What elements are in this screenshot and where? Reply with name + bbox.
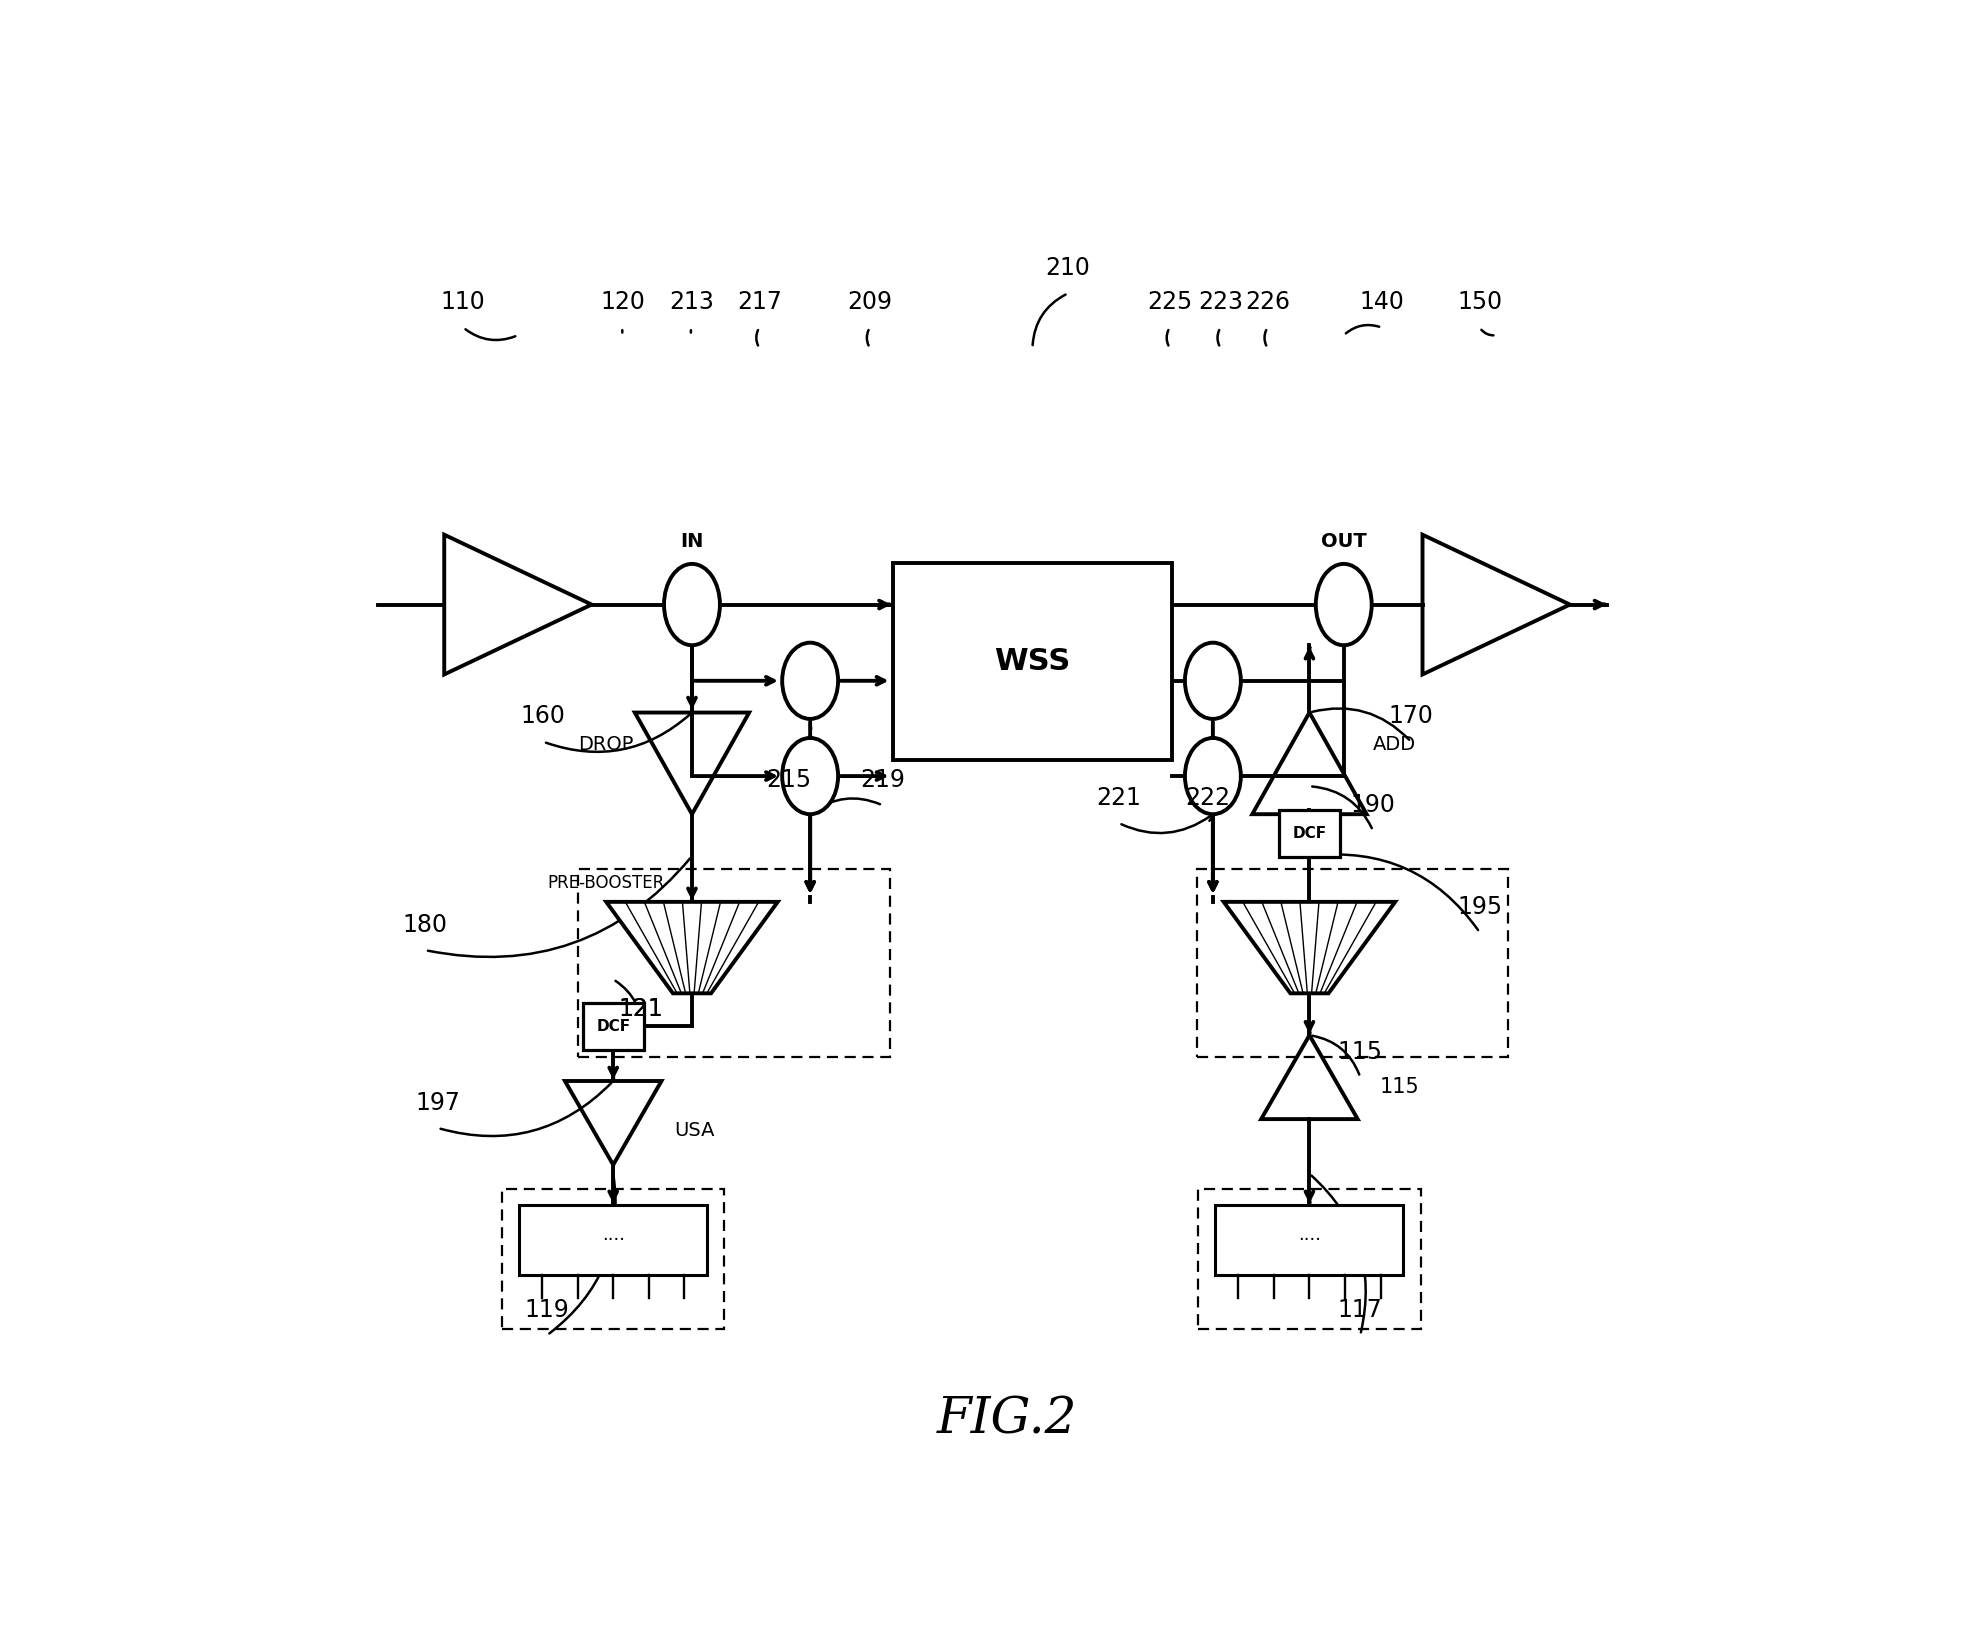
Text: 221: 221 <box>1096 785 1141 810</box>
Text: 226: 226 <box>1245 290 1288 314</box>
Text: PRE-BOOSTER: PRE-BOOSTER <box>546 874 664 891</box>
Text: 150: 150 <box>1457 290 1502 314</box>
Text: 117: 117 <box>1337 1297 1383 1322</box>
Text: DROP: DROP <box>577 734 632 754</box>
Text: ....: .... <box>1298 1226 1320 1244</box>
Text: 110: 110 <box>440 290 485 314</box>
Text: DCF: DCF <box>595 1018 630 1035</box>
Text: ⋮: ⋮ <box>795 714 823 743</box>
Text: DCF: DCF <box>1292 825 1326 842</box>
Text: ADD: ADD <box>1373 734 1416 754</box>
Text: 225: 225 <box>1147 290 1192 314</box>
FancyBboxPatch shape <box>892 563 1173 761</box>
Text: 160: 160 <box>520 705 566 728</box>
Text: 215: 215 <box>766 767 811 792</box>
Text: FIG.2: FIG.2 <box>937 1396 1076 1445</box>
Text: 120: 120 <box>601 290 646 314</box>
Text: USA: USA <box>674 1120 715 1140</box>
Text: 170: 170 <box>1389 705 1434 728</box>
Text: WSS: WSS <box>994 647 1070 676</box>
Ellipse shape <box>664 564 719 645</box>
Text: 121: 121 <box>619 997 664 1021</box>
Ellipse shape <box>1184 738 1239 813</box>
Text: 222: 222 <box>1184 785 1229 810</box>
Text: ....: .... <box>601 1226 625 1244</box>
FancyBboxPatch shape <box>518 1204 707 1275</box>
Text: 115: 115 <box>1337 1040 1383 1064</box>
FancyBboxPatch shape <box>1216 1204 1402 1275</box>
Text: 213: 213 <box>670 290 715 314</box>
Text: 195: 195 <box>1457 894 1502 919</box>
Text: ⋮: ⋮ <box>1198 714 1226 743</box>
FancyBboxPatch shape <box>583 1003 644 1049</box>
Ellipse shape <box>1316 564 1371 645</box>
Ellipse shape <box>1184 642 1239 719</box>
Text: 217: 217 <box>736 290 782 314</box>
Text: 197: 197 <box>414 1091 460 1115</box>
Text: 209: 209 <box>846 290 892 314</box>
Polygon shape <box>607 903 778 993</box>
Text: 219: 219 <box>860 767 905 792</box>
Text: 119: 119 <box>524 1297 570 1322</box>
Ellipse shape <box>782 738 839 813</box>
Text: IN: IN <box>680 533 703 551</box>
Text: 115: 115 <box>1379 1077 1418 1097</box>
Polygon shape <box>1224 903 1394 993</box>
FancyBboxPatch shape <box>1279 810 1339 856</box>
Text: 210: 210 <box>1045 256 1090 280</box>
Text: 190: 190 <box>1349 794 1394 817</box>
Text: OUT: OUT <box>1320 533 1365 551</box>
Text: 121: 121 <box>619 997 664 1021</box>
Ellipse shape <box>782 642 839 719</box>
Text: 140: 140 <box>1359 290 1404 314</box>
Text: 180: 180 <box>403 912 448 937</box>
Text: 223: 223 <box>1198 290 1243 314</box>
